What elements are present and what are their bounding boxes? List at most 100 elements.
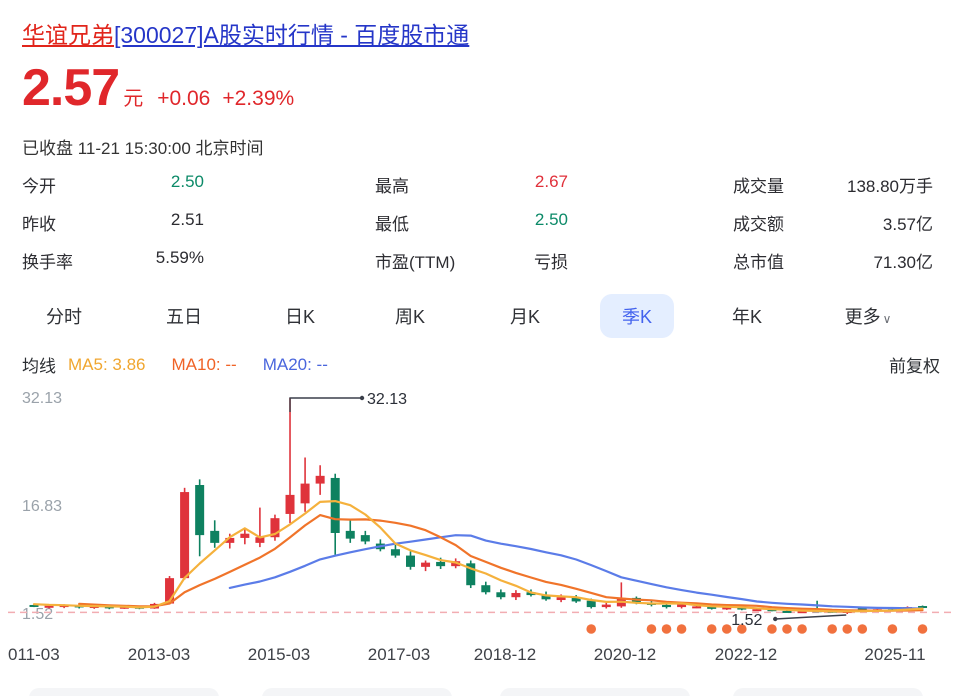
event-dot: [782, 624, 792, 634]
candle-body: [918, 606, 928, 609]
stat-value: 5.59%: [155, 248, 204, 267]
tab-周K[interactable]: 周K: [373, 294, 447, 338]
page-title-link[interactable]: 华谊兄弟[300027]A股实时行情 - 百度股市通: [22, 16, 469, 50]
event-dot: [661, 624, 672, 634]
x-axis-label: 2015-03: [248, 645, 310, 664]
stat-value: 亏损: [534, 253, 568, 272]
candle-body: [315, 475, 325, 484]
candle-body: [496, 592, 506, 598]
event-dot: [721, 624, 732, 634]
price-adjust-selector[interactable]: 前复权: [889, 357, 940, 376]
tab-label: 日K: [284, 307, 316, 327]
bottom-tab-button[interactable]: [733, 688, 923, 696]
bottom-tab-button[interactable]: [500, 688, 690, 696]
tab-label: 季K: [621, 307, 653, 327]
ma-line-MA20: [228, 534, 924, 610]
stat-label: 昨收: [22, 215, 56, 234]
event-dot: [767, 624, 777, 634]
candle-body: [692, 606, 702, 609]
x-axis-label: 2017-03: [368, 645, 430, 664]
candle-body: [436, 561, 446, 567]
candle-body: [511, 592, 521, 598]
tab-季K[interactable]: 季K: [599, 294, 675, 338]
peak-callout-dot: [359, 395, 365, 401]
stat-label: 最高: [375, 177, 409, 196]
tab-分时[interactable]: 分时: [24, 294, 104, 338]
candle-body: [586, 600, 596, 608]
ma-line-MA5: [32, 499, 924, 613]
y-axis-label: 1.52: [22, 606, 53, 623]
candle-body: [285, 494, 295, 514]
stat-label: 成交量: [733, 177, 784, 196]
stat-value: 2.50: [170, 172, 204, 191]
candle-body: [195, 485, 205, 536]
price-change: +0.06: [157, 87, 211, 110]
event-dot: [917, 624, 928, 634]
stat-label: 总市值: [733, 253, 784, 272]
stat-value: 2.51: [170, 210, 204, 229]
tab-月K[interactable]: 月K: [488, 294, 562, 338]
candle-body: [707, 606, 717, 609]
stat-value: 138.80万手: [847, 177, 933, 196]
candle-body: [722, 607, 732, 610]
candle-body: [752, 609, 762, 612]
event-dot: [857, 624, 868, 634]
candle-body: [210, 530, 220, 543]
x-axis-label: 2018-12: [474, 645, 536, 664]
stat-row: 今开 2.50: [22, 172, 204, 197]
page-title-keyword: 华谊兄弟: [22, 22, 114, 48]
stat-value: 2.67: [534, 172, 568, 191]
tab-年K[interactable]: 年K: [710, 294, 784, 338]
candle-body: [270, 518, 280, 538]
tab-label: 更多: [844, 307, 881, 327]
chevron-down-icon: ∨: [882, 312, 892, 326]
bottom-tab-button[interactable]: [262, 688, 452, 696]
tab-label: 周K: [394, 307, 426, 327]
candle-body: [240, 533, 250, 538]
stat-row: 成交量 138.80万手: [733, 172, 933, 197]
candle-body: [360, 535, 370, 542]
event-dot: [827, 624, 837, 634]
stat-row: 总市值 71.30亿: [733, 248, 933, 273]
candle-body: [44, 605, 54, 608]
candle-body: [466, 563, 476, 586]
tab-label: 分时: [46, 307, 82, 327]
event-dot: [887, 624, 898, 634]
x-axis-label: 011-03: [8, 645, 60, 664]
peak-callout-line: [289, 397, 363, 412]
low-callout-line: [775, 614, 847, 620]
stat-row: 市盈(TTM) 亏损: [375, 248, 568, 273]
candle-body: [541, 595, 551, 600]
candle-body: [421, 562, 431, 567]
candle-body: [300, 483, 310, 504]
candle-body: [330, 477, 340, 533]
candle-body: [662, 604, 672, 608]
x-axis-label: 2022-12: [715, 645, 777, 664]
ma-legend-item: MA20: --: [262, 354, 328, 374]
tab-五日[interactable]: 五日: [144, 294, 224, 338]
stat-value: 2.50: [534, 210, 568, 229]
peak-callout-text: 32.13: [367, 391, 407, 408]
tab-更多[interactable]: 更多 ∨: [823, 294, 914, 338]
chart-svg: 32.13 16.83 1.52 32.13 1.52 011-03 2013-03 2015…: [8, 390, 954, 664]
tab-日K[interactable]: 日K: [263, 294, 337, 338]
event-dot: [842, 624, 853, 634]
candle-body: [406, 555, 415, 567]
candle-body: [571, 597, 581, 602]
ma-prefix-label: 均线: [22, 357, 56, 376]
market-status: 已收盘 11-21 15:30:00 北京时间: [22, 139, 264, 158]
stat-row: 换手率 5.59%: [22, 248, 204, 273]
candle-body: [451, 561, 461, 567]
tab-label: 年K: [731, 307, 763, 327]
candle-body: [526, 592, 536, 596]
candle-body: [601, 604, 611, 608]
bottom-tab-button[interactable]: [29, 688, 219, 696]
stat-label: 市盈(TTM): [375, 253, 456, 272]
candle-body: [677, 604, 687, 608]
price-change-pct: +2.39%: [222, 87, 295, 110]
candle-body: [797, 611, 807, 614]
stat-value: 71.30亿: [873, 253, 933, 272]
price-unit: 元: [123, 88, 144, 110]
stat-row: 成交额 3.57亿: [733, 210, 933, 235]
candle-body: [782, 610, 792, 613]
